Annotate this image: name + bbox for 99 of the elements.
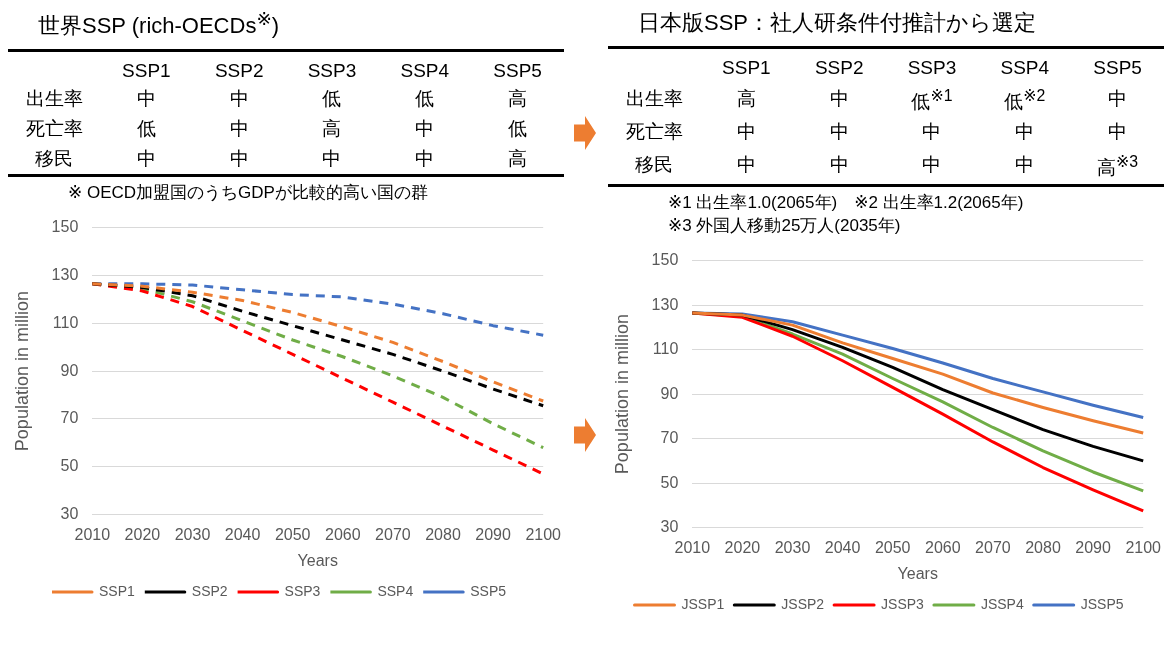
x-tick-label: 2070	[975, 538, 1011, 556]
category-label: SSP1	[721, 56, 772, 80]
legend-label: SSP5	[470, 583, 507, 600]
text: 中	[415, 118, 435, 140]
y-tick-label: 30	[60, 505, 79, 523]
text: 中	[229, 88, 249, 110]
text: 世界SSP (rich-OECDs$^{※}$)	[38, 8, 281, 41]
x-tick-label: 2030	[774, 538, 811, 556]
category-label: SSP4	[999, 56, 1051, 80]
x-tick-label: 2090	[475, 525, 511, 543]
text: 中	[1108, 88, 1128, 110]
y-tick-label: 90	[660, 384, 679, 402]
text: 低	[508, 118, 528, 140]
text: 低	[415, 88, 435, 110]
y-tick-label: 130	[651, 295, 679, 313]
category-label: SSP1	[121, 59, 172, 84]
x-tick-label: 2060	[925, 538, 961, 556]
text: ※ OECD加盟国のうちGDPが比較的高い国の群	[68, 182, 429, 205]
x-tick-label: 2020	[724, 538, 761, 556]
text: 高$^{※3}$	[1097, 153, 1139, 179]
x-tick-label: 2020	[124, 525, 161, 543]
x-axis-title: Years	[297, 552, 338, 570]
text: 中	[922, 154, 942, 176]
text: 高	[736, 88, 756, 110]
x-tick-label: 2050	[874, 538, 911, 556]
y-tick-label: 90	[60, 361, 79, 379]
text: 高	[322, 118, 342, 140]
y-tick-label: 110	[52, 314, 79, 331]
x-tick-label: 2070	[375, 525, 411, 543]
text: 日本版SSP：社人研条件付推計から選定	[638, 9, 1038, 37]
x-axis-title: Years	[897, 564, 938, 582]
legend-label: JSSP3	[881, 595, 925, 612]
x-tick-label: 2040	[224, 525, 261, 543]
text: 中	[322, 148, 342, 170]
text: 中	[136, 88, 156, 110]
legend-label: JSSP5	[1080, 595, 1124, 612]
text: 中	[736, 154, 756, 176]
text: 中	[829, 154, 849, 176]
category-label: SSP2	[813, 56, 865, 80]
y-tick-label: 70	[60, 409, 79, 427]
x-tick-label: 2010	[674, 538, 711, 556]
text: 中	[922, 121, 942, 143]
legend-label: SSP3	[284, 583, 321, 600]
text: 低$^{※2}$	[1004, 87, 1046, 113]
x-tick-label: 2080	[425, 525, 461, 543]
text: 低	[322, 88, 342, 110]
text: 高	[508, 88, 528, 110]
legend-label: SSP1	[99, 583, 136, 600]
y-tick-label: 50	[660, 473, 679, 491]
y-tick-label: 110	[652, 339, 679, 357]
category-label: SSP2	[213, 59, 265, 84]
category-label: SSP5	[492, 59, 543, 84]
y-tick-label: 130	[51, 266, 79, 284]
text: 低$^{※1}$	[911, 87, 953, 113]
category-label: 出生率	[25, 88, 83, 110]
y-tick-label: 50	[60, 457, 79, 475]
category-label: 移民	[35, 148, 73, 170]
x-tick-label: 2040	[824, 538, 861, 556]
x-tick-label: 2090	[1075, 538, 1111, 556]
y-tick-label: 150	[651, 250, 679, 268]
category-label: 移民	[635, 154, 673, 176]
x-tick-label: 2100	[525, 525, 562, 543]
text: 中	[415, 148, 435, 170]
category-label: SSP3	[306, 59, 358, 84]
y-tick-label: 30	[660, 517, 679, 535]
text: ※1 出生率1.0(2065年) ※2 出生率1.2(2065年)	[668, 191, 1025, 214]
category-label: 死亡率	[625, 121, 683, 143]
y-axis-title: Population in million	[11, 291, 32, 452]
text: 高	[508, 148, 528, 170]
text: 中	[229, 118, 249, 140]
y-tick-label: 150	[51, 218, 79, 236]
x-tick-label: 2010	[74, 525, 111, 543]
legend-label: JSSP1	[681, 595, 725, 612]
text: 中	[136, 148, 156, 170]
y-axis-title: Population in million	[611, 313, 632, 474]
x-tick-label: 2030	[174, 525, 211, 543]
text: 中	[1108, 121, 1128, 143]
text: ※3 外国人移動25万人(2035年)	[668, 214, 902, 237]
text: 中	[1015, 121, 1035, 143]
text: 中	[736, 121, 756, 143]
x-tick-label: 2080	[1025, 538, 1061, 556]
legend-label: SSP2	[191, 583, 228, 600]
category-label: SSP5	[1092, 56, 1143, 80]
legend-label: JSSP2	[781, 595, 825, 612]
text: 中	[829, 88, 849, 110]
category-label: SSP4	[399, 59, 451, 84]
category-label: 出生率	[625, 88, 683, 110]
legend-label: SSP4	[377, 583, 414, 600]
category-label: 死亡率	[25, 118, 83, 140]
text: 低	[136, 118, 156, 140]
y-tick-label: 70	[660, 428, 679, 446]
text: 中	[829, 121, 849, 143]
text: 中	[1015, 154, 1035, 176]
category-label: SSP3	[906, 56, 958, 80]
text: 中	[229, 148, 249, 170]
legend-label: JSSP4	[980, 595, 1024, 612]
x-tick-label: 2100	[1125, 538, 1162, 556]
x-tick-label: 2050	[274, 525, 311, 543]
x-tick-label: 2060	[325, 525, 361, 543]
